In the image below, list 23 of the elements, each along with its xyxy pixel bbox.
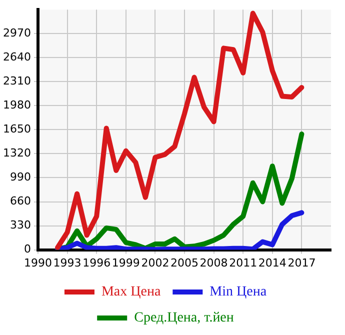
x-tick-label: 1990 [24, 256, 52, 270]
y-tick-label: 2970 [2, 26, 31, 40]
legend-label: Min Цена [210, 284, 268, 300]
y-tick-label: 660 [10, 194, 31, 208]
legend-label: Сред.Цена, т.йен [134, 310, 234, 326]
x-tick-label: 2011 [229, 256, 258, 270]
x-tick-label: 2017 [288, 256, 316, 270]
y-tick-label: 2310 [2, 74, 31, 88]
y-tick-label: 1320 [2, 146, 31, 160]
y-tick-label: 0 [24, 242, 31, 256]
y-tick-label: 1980 [2, 98, 31, 112]
x-tick-label: 1993 [53, 256, 82, 270]
x-tick-label: 2005 [170, 256, 198, 270]
y-tick-label: 2640 [2, 50, 31, 64]
x-tick-label: 1999 [112, 256, 140, 270]
x-tick-label: 1996 [82, 256, 111, 270]
y-tick-label: 990 [10, 170, 31, 184]
x-tick-label: 2002 [141, 256, 170, 270]
y-tick-label: 1650 [2, 122, 31, 136]
x-tick-label: 2014 [258, 256, 286, 270]
y-tick-label: 330 [10, 218, 31, 232]
legend-label: Max Цена [101, 284, 162, 300]
x-tick-label: 2008 [200, 256, 228, 270]
